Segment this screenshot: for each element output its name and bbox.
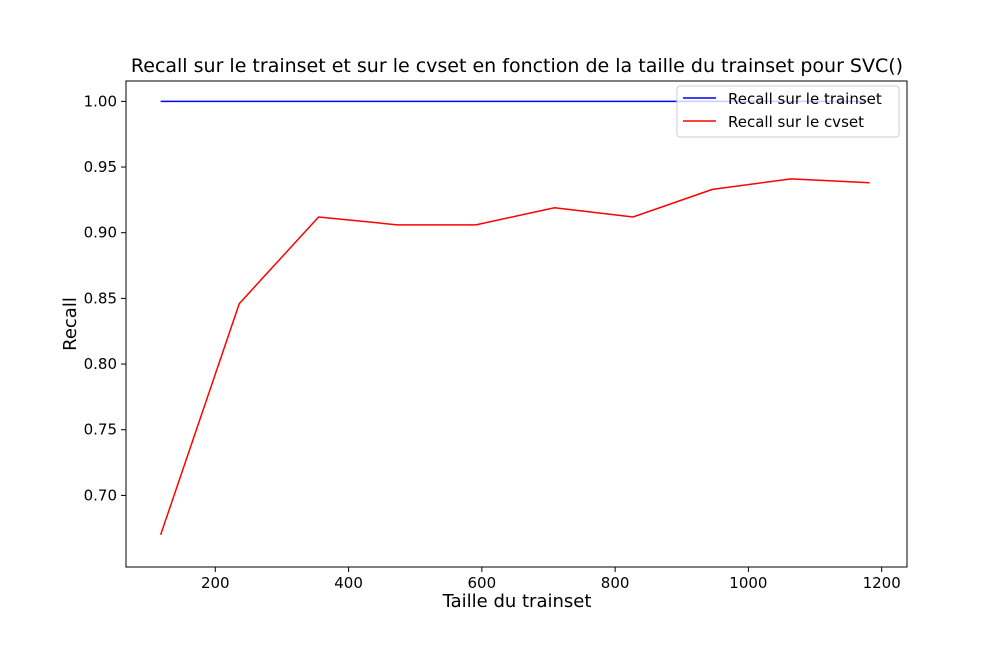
y-tick-label: 0.80 [84,355,117,373]
y-tick-label: 0.85 [84,289,117,307]
x-tick-label: 600 [468,574,497,592]
y-tick-label: 0.90 [84,224,117,242]
legend: Recall sur le trainset Recall sur le cvs… [676,85,900,138]
legend-label-cvset: Recall sur le cvset [728,113,864,131]
legend-box [676,85,900,138]
legend-label-trainset: Recall sur le trainset [728,90,882,108]
x-axis-label: Taille du trainset [442,591,592,612]
x-tick-label: 800 [601,574,630,592]
y-tick-label: 1.00 [84,92,117,110]
y-tick-label: 0.70 [84,486,117,504]
x-tick-label: 400 [334,574,363,592]
x-tick-label: 200 [201,574,230,592]
plot-area: 200 400 600 800 1000 1200 0.70 0.75 0.80 0.85 0.90… [84,92,901,592]
y-axis-label: Recall [60,297,81,351]
x-tick-label: 1000 [729,574,767,592]
axes-frame [125,80,908,568]
x-tick-label: 1200 [863,574,901,592]
series-line-cvset [159,178,870,536]
chart-title: Recall sur le trainset et sur le cvset e… [131,55,903,77]
y-tick-label: 0.75 [84,421,117,439]
y-tick-label: 0.95 [84,158,117,176]
